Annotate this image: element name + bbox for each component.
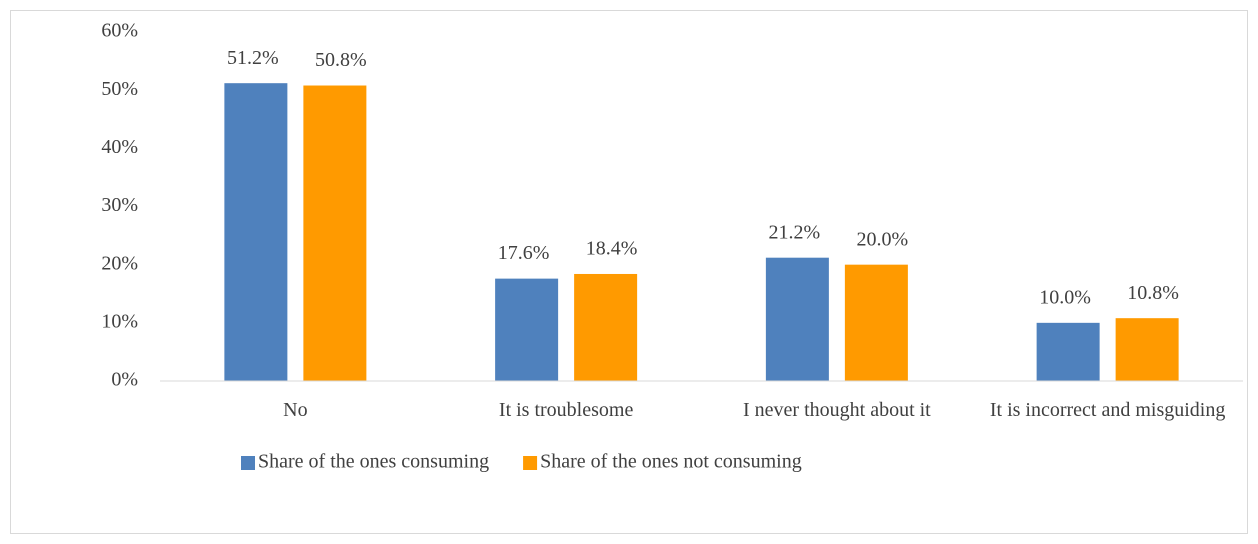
- x-tick-label: I never thought about it: [743, 399, 931, 421]
- data-label: 51.2%: [227, 47, 279, 69]
- x-tick-label: No: [283, 399, 308, 421]
- bar: [574, 273, 638, 381]
- legend-label: Share of the ones not consuming: [540, 451, 802, 473]
- bar: [844, 264, 908, 381]
- bar: [303, 85, 367, 381]
- data-label: 21.2%: [769, 221, 821, 243]
- y-tick-label: 40%: [101, 136, 138, 158]
- y-tick-label: 50%: [101, 78, 138, 100]
- bar: [1115, 318, 1179, 381]
- legend-label: Share of the ones consuming: [258, 451, 489, 473]
- data-label: 50.8%: [315, 49, 367, 71]
- data-label: 10.0%: [1039, 286, 1091, 308]
- bar: [495, 278, 559, 381]
- y-tick-label: 30%: [101, 194, 138, 216]
- legend-swatch: [523, 456, 538, 470]
- data-label: 18.4%: [586, 238, 638, 260]
- chart-border: [10, 10, 1248, 534]
- y-tick-label: 20%: [101, 252, 138, 274]
- bar: [765, 257, 829, 381]
- bar: [224, 83, 288, 381]
- y-tick-label: 10%: [101, 310, 138, 332]
- x-tick-label: It is troublesome: [498, 399, 634, 421]
- x-tick-label: It is incorrect and misguiding: [989, 399, 1226, 421]
- y-tick-label: 0%: [111, 369, 138, 391]
- bar: [1036, 322, 1100, 381]
- y-tick-label: 60%: [101, 20, 138, 42]
- legend-swatch: [241, 456, 255, 470]
- data-label: 10.8%: [1127, 282, 1179, 304]
- data-label: 20.0%: [857, 228, 909, 250]
- data-label: 17.6%: [498, 242, 550, 264]
